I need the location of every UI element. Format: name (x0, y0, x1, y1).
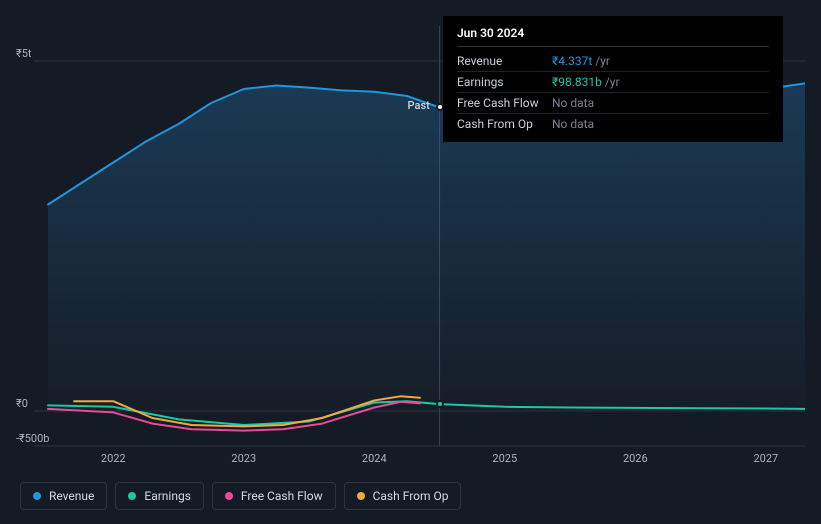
y-axis-tick: ₹5t (16, 47, 31, 60)
divider-label-past: Past (408, 99, 430, 112)
tooltip-row-value: No data (552, 96, 594, 110)
x-axis-tick: 2027 (753, 452, 778, 465)
tooltip-row-label: Earnings (457, 75, 552, 89)
legend-label: Earnings (144, 489, 191, 503)
chart-legend: Revenue Earnings Free Cash Flow Cash From O… (20, 482, 461, 510)
legend-swatch (225, 492, 233, 500)
y-axis-tick: -₹500b (16, 432, 49, 445)
tooltip-row: Cash From OpNo data (457, 114, 769, 134)
chart-tooltip: Jun 30 2024 Revenue₹4.337t/yrEarnings₹98… (443, 16, 783, 142)
x-axis-tick: 2025 (492, 452, 517, 465)
tooltip-row-unit: /yr (595, 54, 610, 68)
tooltip-rows: Revenue₹4.337t/yrEarnings₹98.831b/yrFree… (457, 51, 769, 134)
tooltip-title: Jun 30 2024 (457, 26, 769, 47)
x-axis-tick: 2024 (362, 452, 387, 465)
x-axis-tick: 2023 (231, 452, 256, 465)
tooltip-row-label: Free Cash Flow (457, 96, 552, 110)
tooltip-row: Free Cash FlowNo data (457, 93, 769, 114)
legend-label: Cash From Op (373, 489, 449, 503)
legend-item-cfo[interactable]: Cash From Op (344, 482, 462, 510)
legend-item-revenue[interactable]: Revenue (20, 482, 107, 510)
hover-marker-earnings (436, 400, 444, 408)
legend-swatch (128, 492, 136, 500)
tooltip-row-value: ₹98.831b/yr (552, 75, 620, 89)
tooltip-row-label: Cash From Op (457, 117, 552, 131)
x-axis-tick: 2026 (623, 452, 648, 465)
tooltip-row-value: No data (552, 117, 594, 131)
legend-swatch (357, 492, 365, 500)
tooltip-row: Revenue₹4.337t/yr (457, 51, 769, 72)
y-axis-tick: ₹0 (16, 397, 28, 410)
tooltip-row-unit: /yr (605, 75, 620, 89)
x-axis-tick: 2022 (101, 452, 126, 465)
legend-item-earnings[interactable]: Earnings (115, 482, 204, 510)
tooltip-row-value: ₹4.337t/yr (552, 54, 610, 68)
legend-label: Revenue (49, 489, 94, 503)
legend-swatch (33, 492, 41, 500)
tooltip-row-label: Revenue (457, 54, 552, 68)
legend-item-fcf[interactable]: Free Cash Flow (212, 482, 336, 510)
tooltip-row: Earnings₹98.831b/yr (457, 72, 769, 93)
legend-label: Free Cash Flow (241, 489, 323, 503)
